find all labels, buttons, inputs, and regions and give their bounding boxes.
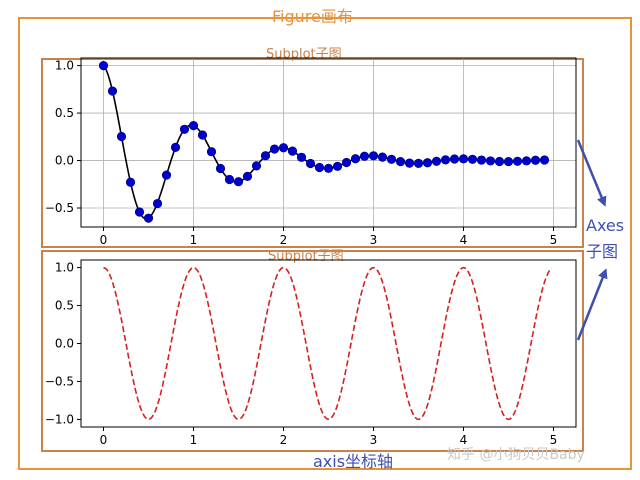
- data-point: [98, 60, 109, 71]
- data-point: [179, 124, 190, 134]
- x-tick-label: 4: [460, 433, 468, 447]
- data-point: [359, 151, 370, 161]
- data-point: [368, 151, 379, 161]
- data-point: [440, 155, 451, 165]
- data-point: [134, 207, 145, 217]
- axes-label-line2: 子图: [586, 242, 619, 261]
- data-point: [521, 156, 532, 166]
- data-point: [152, 198, 163, 209]
- data-point: [278, 143, 289, 153]
- axes-spine: [80, 57, 577, 228]
- x-tick-label: 1: [190, 233, 198, 247]
- data-point: [476, 155, 487, 165]
- data-point: [296, 152, 307, 162]
- data-point: [224, 174, 235, 185]
- data-point: [323, 163, 334, 173]
- data-point: [386, 154, 397, 164]
- data-point: [251, 161, 262, 171]
- chart-top: 0 1 2 3 4 5 −0.5 0.0 0.5 1.0: [45, 57, 577, 247]
- y-tick-label: 0.5: [55, 299, 74, 313]
- x-tick-label: 3: [370, 233, 378, 247]
- x-tick-label: 3: [370, 433, 378, 447]
- data-point: [332, 161, 343, 171]
- y-tick-label: −1.0: [45, 412, 74, 426]
- data-point: [260, 151, 271, 161]
- watermark: 知乎 @小狗贝贝Baby: [447, 447, 585, 463]
- x-tick-label: 4: [460, 233, 468, 247]
- series-line-cosine: [103, 266, 553, 421]
- data-point: [341, 157, 352, 168]
- data-point: [494, 156, 505, 167]
- x-tick-label: 0: [100, 233, 108, 247]
- data-point: [287, 146, 298, 156]
- axes-label-line1: Axes: [586, 216, 625, 235]
- data-point: [467, 154, 478, 164]
- x-tick-label: 5: [550, 233, 558, 247]
- data-point: [458, 154, 469, 164]
- data-point: [116, 131, 127, 142]
- x-tick-label: 1: [190, 433, 198, 447]
- y-tick-label: 0.5: [55, 106, 74, 120]
- y-tick-label: −0.5: [45, 201, 74, 215]
- data-point: [485, 156, 496, 166]
- x-tick-label: 2: [280, 233, 288, 247]
- data-point: [314, 162, 325, 173]
- data-point: [125, 177, 136, 187]
- y-tick-label: 1.0: [55, 59, 74, 73]
- y-tick-label: −0.5: [45, 374, 74, 388]
- y-tick-label: 0.0: [55, 337, 74, 351]
- arrow-to-bottom-axes: [576, 268, 608, 341]
- data-point: [143, 213, 154, 223]
- data-point: [404, 158, 415, 168]
- x-tick-label: 2: [280, 433, 288, 447]
- data-point: [512, 156, 523, 166]
- data-point: [377, 152, 388, 162]
- data-point: [215, 163, 226, 174]
- y-tick-label: 1.0: [55, 261, 74, 275]
- arrow-to-top-axes: [576, 139, 607, 207]
- data-point: [431, 156, 442, 166]
- x-tick-label: 0: [100, 433, 108, 447]
- data-point: [233, 177, 244, 187]
- data-point: [170, 142, 181, 152]
- data-point: [305, 158, 316, 169]
- figure-frame: [18, 17, 632, 470]
- series-line-damped: [102, 65, 545, 220]
- data-point: [350, 154, 361, 164]
- data-point: [269, 144, 280, 154]
- data-point: [242, 171, 253, 181]
- data-point: [449, 154, 460, 164]
- axis-label: axis坐标轴: [313, 452, 394, 471]
- data-point: [413, 158, 424, 168]
- data-point: [107, 86, 118, 96]
- data-point: [161, 170, 172, 180]
- axes-spine: [80, 259, 577, 428]
- data-point: [188, 121, 199, 131]
- chart-bottom: 0 1 2 3 4 5 −1.0 −0.5 0.0 0.5 1.0: [45, 259, 577, 447]
- y-tick-label: 0.0: [55, 154, 74, 168]
- data-point: [422, 158, 433, 168]
- subplot-frame-bottom: [41, 250, 584, 452]
- data-point: [503, 156, 514, 167]
- data-point: [530, 155, 541, 165]
- data-point: [197, 130, 208, 140]
- x-tick-label: 5: [550, 433, 558, 447]
- data-point: [539, 155, 550, 165]
- data-point: [206, 147, 217, 157]
- figure-label: Figure画布: [272, 7, 353, 26]
- data-point: [395, 156, 406, 167]
